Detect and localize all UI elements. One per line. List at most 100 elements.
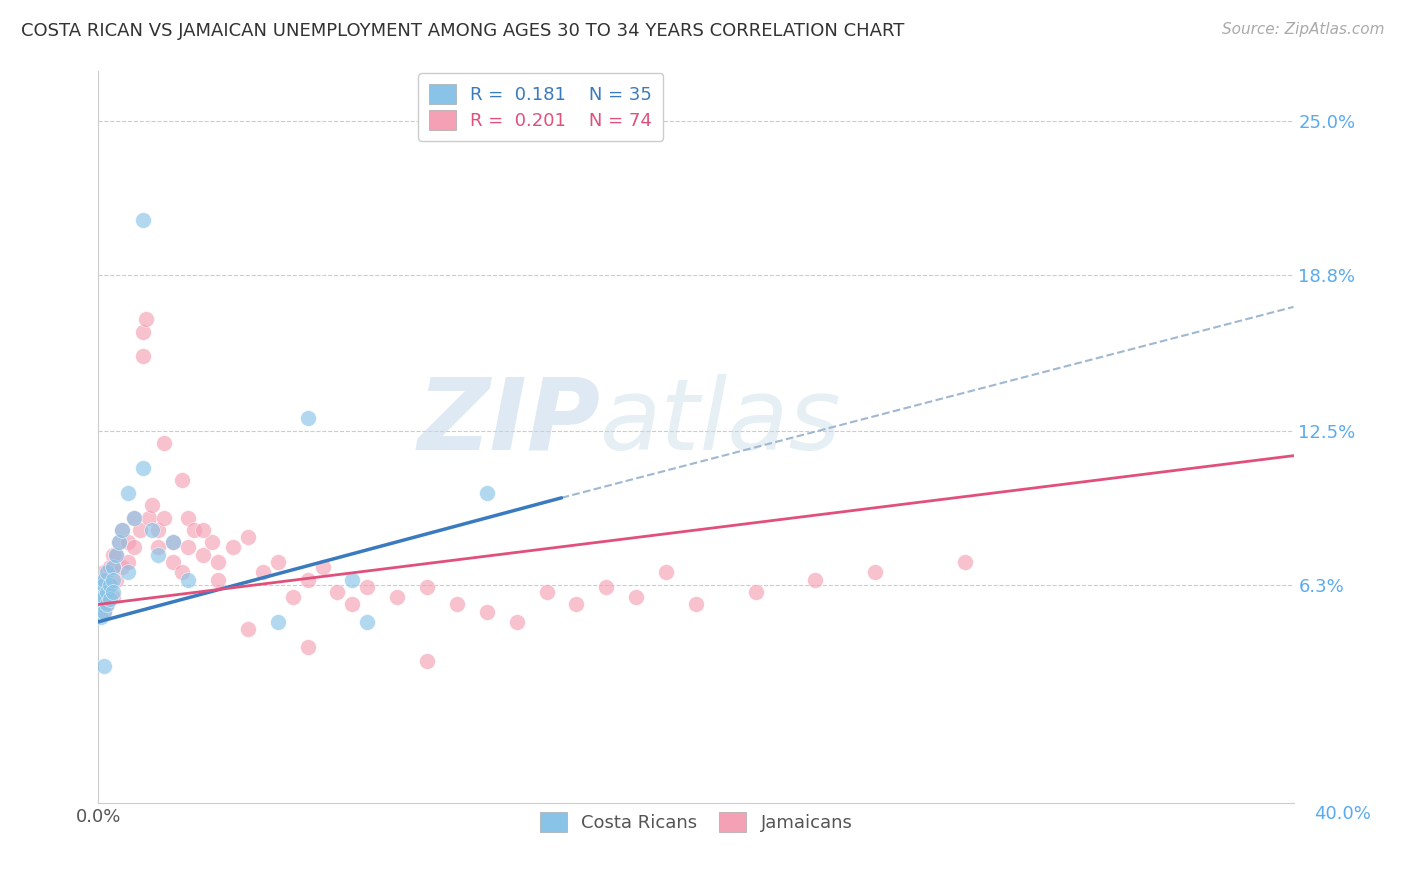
Point [162, 535, 184, 549]
Point [475, 486, 498, 500]
Point [311, 560, 333, 574]
Legend: Costa Ricans, Jamaicans: Costa Ricans, Jamaicans [530, 804, 862, 841]
Point [183, 523, 205, 537]
Point [98, 577, 122, 591]
Point [93, 565, 115, 579]
Point [98, 560, 122, 574]
Point [141, 498, 163, 512]
Point [162, 535, 184, 549]
Point [93, 659, 115, 673]
Point [96, 598, 118, 612]
Point [96, 585, 118, 599]
Point [108, 535, 131, 549]
Point [103, 590, 125, 604]
Point [105, 548, 128, 562]
Point [117, 555, 139, 569]
Point [172, 565, 194, 579]
Point [565, 598, 588, 612]
Point [655, 565, 678, 579]
Point [356, 615, 378, 629]
Point [93, 577, 115, 591]
Point [132, 213, 155, 227]
Point [236, 531, 259, 545]
Point [111, 523, 134, 537]
Point [236, 622, 259, 636]
Point [595, 580, 617, 594]
Point [117, 565, 139, 579]
Point [90, 573, 112, 587]
Point [342, 573, 364, 587]
Point [141, 523, 163, 537]
Point [342, 598, 364, 612]
Point [326, 585, 349, 599]
Point [506, 615, 529, 629]
Point [201, 535, 224, 549]
Point [132, 325, 155, 339]
Point [93, 605, 115, 619]
Point [111, 523, 134, 537]
Point [804, 573, 827, 587]
Text: atlas: atlas [600, 374, 842, 471]
Point [626, 590, 648, 604]
Point [111, 560, 134, 574]
Point [96, 585, 118, 599]
Point [103, 573, 125, 587]
Point [222, 541, 245, 555]
Point [252, 565, 274, 579]
Point [207, 573, 229, 587]
Point [191, 548, 214, 562]
Point [124, 510, 146, 524]
Point [108, 535, 131, 549]
Point [177, 510, 200, 524]
Point [177, 573, 200, 587]
Point [117, 535, 139, 549]
Point [90, 585, 112, 599]
Point [93, 577, 115, 591]
Point [103, 560, 125, 574]
Point [90, 598, 112, 612]
Point [385, 590, 409, 604]
Point [297, 411, 319, 425]
Point [536, 585, 558, 599]
Point [93, 590, 115, 604]
Point [162, 555, 184, 569]
Point [267, 555, 290, 569]
Point [356, 580, 378, 594]
Point [685, 598, 707, 612]
Point [297, 640, 319, 654]
Point [297, 573, 319, 587]
Point [98, 592, 122, 607]
Point [103, 560, 125, 574]
Point [96, 598, 118, 612]
Point [153, 510, 176, 524]
Point [90, 610, 112, 624]
Point [148, 541, 170, 555]
Point [105, 548, 128, 562]
Point [953, 555, 976, 569]
Point [132, 461, 155, 475]
Point [281, 590, 304, 604]
Point [172, 474, 194, 488]
Point [446, 598, 468, 612]
Point [148, 523, 170, 537]
Point [93, 573, 115, 587]
Point [135, 312, 157, 326]
Point [475, 605, 498, 619]
Point [865, 565, 887, 579]
Point [98, 577, 122, 591]
Point [90, 585, 112, 599]
Point [96, 565, 118, 579]
Point [90, 580, 112, 594]
Point [416, 580, 439, 594]
Point [105, 573, 128, 587]
Point [90, 598, 112, 612]
Point [90, 590, 112, 604]
Text: COSTA RICAN VS JAMAICAN UNEMPLOYMENT AMONG AGES 30 TO 34 YEARS CORRELATION CHART: COSTA RICAN VS JAMAICAN UNEMPLOYMENT AMO… [21, 22, 904, 40]
Point [103, 548, 125, 562]
Point [153, 436, 176, 450]
Text: Source: ZipAtlas.com: Source: ZipAtlas.com [1222, 22, 1385, 37]
Text: 40.0%: 40.0% [1315, 805, 1371, 823]
Point [103, 585, 125, 599]
Point [129, 523, 152, 537]
Point [177, 541, 200, 555]
